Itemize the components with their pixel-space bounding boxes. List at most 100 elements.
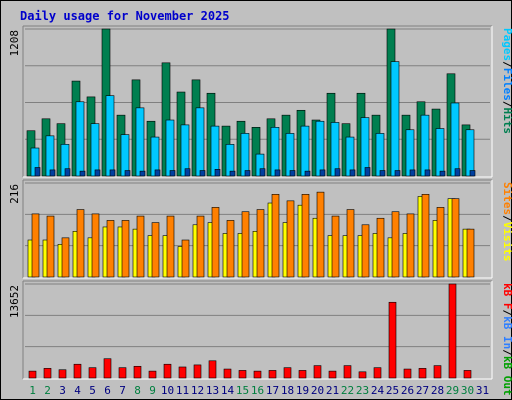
x-tick-label: 8: [134, 384, 141, 397]
bar-kbf: [133, 365, 142, 379]
x-tick-label: 4: [74, 384, 81, 397]
bar-kbf: [268, 370, 277, 379]
x-tick-label: 12: [191, 384, 204, 397]
bar-sites: [361, 224, 370, 278]
bar-sites: [391, 211, 400, 278]
bar-pages: [199, 170, 206, 177]
bar-sites: [166, 215, 175, 278]
x-axis-labels: 1 2 3 4 5 6 7 8 9 10 11 12 13 14 15 16 17 18 19 20 21 22 23 24 2…: [29, 384, 489, 397]
bar-kbf: [118, 367, 127, 379]
bar-pages: [244, 170, 251, 177]
bar-files: [135, 107, 145, 177]
bar-kbf: [388, 301, 397, 379]
x-tick-label: 15: [236, 384, 249, 397]
bar-kbf: [238, 370, 247, 379]
x-tick-label: 14: [221, 384, 235, 397]
x-tick-label: 25: [386, 384, 399, 397]
bar-kbf: [193, 364, 202, 379]
x-tick-label: 18: [281, 384, 294, 397]
bar-kbf: [328, 370, 337, 379]
bar-pages: [334, 168, 341, 177]
x-tick-label: 29: [446, 384, 459, 397]
bar-pages: [319, 169, 326, 177]
bar-pages: [34, 167, 41, 177]
bar-sites: [346, 209, 355, 278]
bar-pages: [349, 169, 356, 177]
bar-kbf: [283, 367, 292, 379]
bar-pages: [379, 170, 386, 177]
panel-visits-sites: 216: [8, 179, 493, 279]
bar-pages: [364, 167, 371, 177]
bar-files: [420, 114, 430, 177]
right-axis-labels: Pages/Files/Hits Sites/Visits kB F/kB In/k…: [501, 28, 512, 396]
x-tick-label: 17: [266, 384, 279, 397]
bar-kbf: [28, 370, 37, 379]
y-max-label: 13652: [8, 285, 21, 318]
y-max-label: 216: [8, 184, 21, 204]
bar-sites: [406, 213, 415, 278]
x-tick-label: 19: [296, 384, 309, 397]
bar-pages: [439, 170, 446, 177]
bar-pages: [394, 170, 401, 177]
bar-kbf: [58, 369, 67, 379]
bar-kbf: [73, 363, 82, 379]
x-tick-label: 28: [431, 384, 444, 397]
x-tick-label: 1: [29, 384, 36, 397]
x-tick-label: 23: [356, 384, 369, 397]
bar-kbf: [163, 363, 172, 379]
bar-pages: [229, 170, 236, 177]
x-tick-label: 26: [401, 384, 414, 397]
bar-files: [120, 134, 130, 177]
bar-pages: [214, 169, 221, 177]
x-tick-label: 24: [371, 384, 385, 397]
bar-sites: [436, 207, 445, 278]
bar-pages: [94, 169, 101, 177]
bar-pages: [124, 170, 131, 177]
bar-kbf: [223, 368, 232, 379]
chart-panels: 1208 216 13652: [8, 25, 493, 380]
x-tick-label: 3: [59, 384, 66, 397]
bar-files: [195, 107, 205, 177]
x-tick-label: 2: [44, 384, 51, 397]
x-tick-label: 16: [251, 384, 264, 397]
bar-sites: [421, 194, 430, 278]
bar-files: [300, 125, 310, 177]
bar-sites: [241, 211, 250, 278]
bar-sites: [256, 209, 265, 278]
x-tick-label: 11: [176, 384, 189, 397]
bar-pages: [109, 169, 116, 177]
bar-sites: [271, 194, 280, 278]
bar-sites: [226, 220, 235, 278]
bar-files: [210, 125, 220, 177]
bar-kbf: [343, 365, 352, 379]
bar-files: [435, 128, 445, 177]
bar-kbf: [103, 358, 112, 379]
x-tick-label: 20: [311, 384, 324, 397]
bar-pages: [154, 169, 161, 177]
x-tick-label: 27: [416, 384, 429, 397]
bar-files: [405, 129, 415, 177]
bar-files: [180, 124, 190, 177]
bar-pages: [139, 170, 146, 177]
y-max-label: 1208: [8, 30, 21, 57]
bar-files: [75, 101, 85, 177]
x-tick-label: 7: [119, 384, 126, 397]
x-tick-label: 22: [341, 384, 354, 397]
bar-sites: [286, 200, 295, 278]
bar-files: [270, 127, 280, 177]
bar-files: [375, 133, 385, 177]
bar-files: [285, 133, 295, 177]
x-tick-label: 6: [104, 384, 111, 397]
bar-sites: [121, 220, 130, 278]
bar-files: [315, 120, 325, 177]
bar-sites: [466, 228, 475, 278]
bar-sites: [136, 215, 145, 278]
bar-files: [105, 95, 115, 177]
bar-pages: [169, 170, 176, 177]
bar-files: [90, 123, 100, 177]
bar-sites: [31, 213, 40, 278]
bar-pages: [304, 170, 311, 177]
bar-kbf: [358, 371, 367, 379]
bar-sites: [451, 198, 460, 278]
